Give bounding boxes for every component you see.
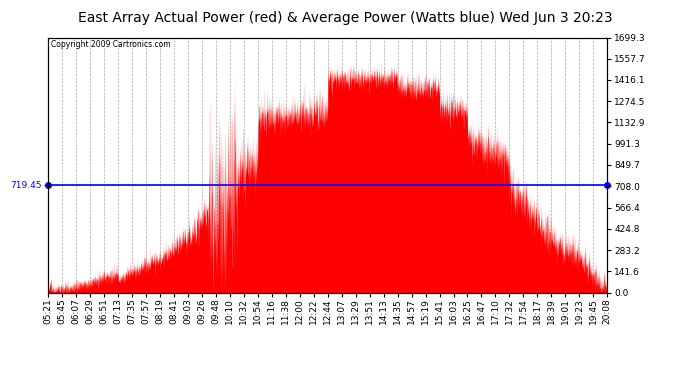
Text: Copyright 2009 Cartronics.com: Copyright 2009 Cartronics.com <box>51 40 170 49</box>
Text: East Array Actual Power (red) & Average Power (Watts blue) Wed Jun 3 20:23: East Array Actual Power (red) & Average … <box>78 11 612 25</box>
